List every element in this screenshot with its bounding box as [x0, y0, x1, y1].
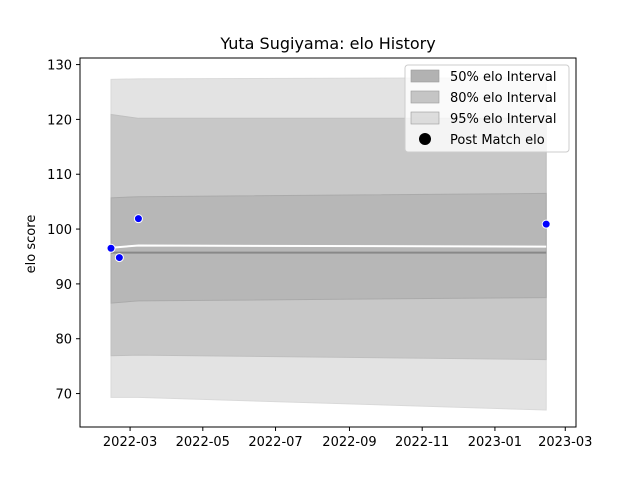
y-axis: 70 80 90 100 110 120 130 [47, 59, 80, 403]
plot-frame [79, 57, 577, 428]
legend-box [404, 64, 570, 153]
trend-lines [110, 244, 547, 254]
y-tick-label: 90 [55, 278, 72, 293]
y-axis-label: elo score [24, 215, 39, 274]
x-tick-label: 2022-07 [248, 435, 302, 450]
legend-swatch [410, 69, 440, 83]
y-tick-label: 80 [55, 333, 72, 348]
legend-swatch [410, 111, 440, 125]
y-tick-label: 130 [47, 59, 72, 74]
x-axis: 2022-03 2022-05 2022-07 2022-09 2022-11 2023-… [103, 427, 592, 450]
post-match-elo-point [106, 243, 116, 253]
band-50-percent [110, 192, 547, 304]
legend-label: 80% elo Interval [450, 91, 557, 106]
x-tick-label: 2022-11 [395, 435, 449, 450]
x-tick-label: 2023-03 [538, 435, 592, 450]
legend-swatch [410, 90, 440, 104]
chart-title: Yuta Sugiyama: elo History [219, 34, 435, 53]
y-tick-label: 120 [47, 113, 72, 128]
post-match-elo-point [133, 214, 143, 224]
post-match-elo-point [541, 219, 551, 229]
legend-marker [419, 133, 431, 145]
x-tick-label: 2022-05 [176, 435, 230, 450]
y-tick-label: 100 [47, 223, 72, 238]
x-tick-label: 2023-01 [468, 435, 522, 450]
data-points [106, 214, 551, 263]
interval-bands [110, 77, 547, 411]
x-tick-label: 2022-09 [322, 435, 376, 450]
legend-label: Post Match elo [450, 133, 545, 148]
legend-label: 95% elo Interval [450, 112, 557, 127]
post-match-elo-point [114, 253, 124, 263]
y-tick-label: 110 [47, 168, 72, 183]
x-tick-label: 2022-03 [103, 435, 157, 450]
legend-label: 50% elo Interval [450, 70, 557, 85]
mean-line [110, 244, 547, 249]
legend: 50% elo Interval 80% elo Interval 95% elo … [404, 64, 570, 153]
y-tick-label: 70 [55, 388, 72, 403]
